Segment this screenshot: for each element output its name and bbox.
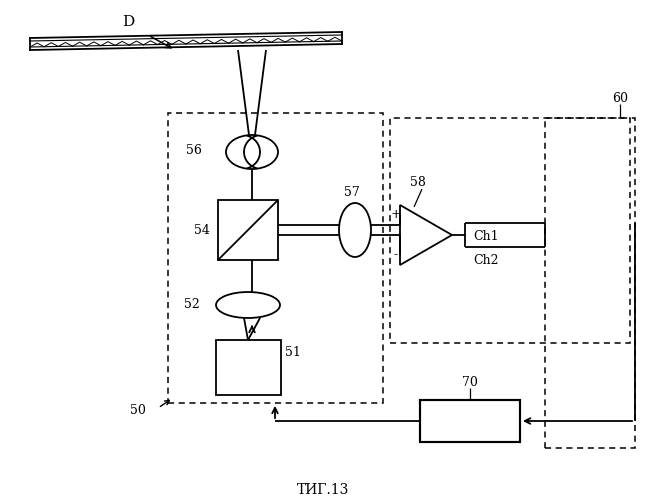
- Text: 56: 56: [186, 144, 202, 156]
- Text: +: +: [391, 208, 401, 222]
- Text: 58: 58: [410, 176, 426, 190]
- Text: 51: 51: [285, 346, 301, 358]
- Bar: [390, 118, 630, 343]
- Ellipse shape: [226, 135, 278, 169]
- Bar: [218, 200, 278, 260]
- Bar: [168, 113, 383, 403]
- Text: 60: 60: [612, 92, 628, 104]
- Text: Ch2: Ch2: [473, 254, 498, 268]
- Text: 50: 50: [130, 404, 146, 417]
- Polygon shape: [400, 205, 452, 265]
- Text: Ch1: Ch1: [473, 230, 499, 243]
- Text: 70: 70: [462, 376, 478, 388]
- Text: 52: 52: [184, 298, 200, 312]
- Bar: [216, 340, 281, 395]
- Ellipse shape: [339, 203, 371, 257]
- Bar: [420, 400, 520, 442]
- Ellipse shape: [216, 292, 280, 318]
- Text: -: -: [394, 248, 398, 262]
- Bar: [545, 118, 635, 448]
- Text: 57: 57: [344, 186, 360, 198]
- Text: D: D: [122, 15, 134, 29]
- Text: 54: 54: [194, 224, 210, 236]
- Text: ΤИГ.13: ΤИГ.13: [297, 483, 349, 497]
